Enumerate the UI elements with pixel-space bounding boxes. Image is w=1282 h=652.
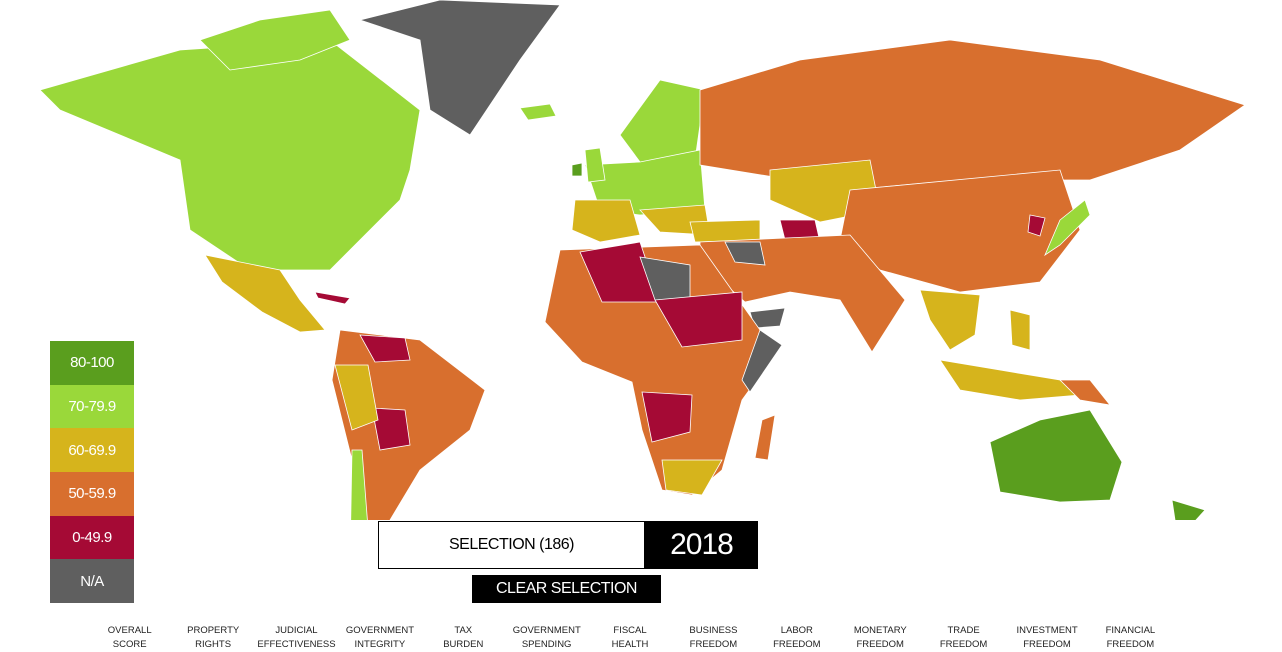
north-korea[interactable] [1027,214,1046,237]
legend: 80-100 70-79.9 60-69.9 50-59.9 0-49.9 N/A [50,341,134,604]
legend-item[interactable]: 60-69.9 [50,428,134,473]
sahel[interactable] [654,291,743,348]
menu-item[interactable]: TRADE FREEDOM [939,625,988,650]
legend-item[interactable]: 70-79.9 [50,384,134,429]
menu-item[interactable]: GOVERNMENT SPENDING [512,625,581,650]
menu-item[interactable]: TAX BURDEN [443,625,484,650]
world-map [39,0,1246,520]
menu-item[interactable]: OVERALL SCORE [107,625,152,650]
year-display[interactable]: 2018 [645,521,758,569]
scandinavia[interactable] [619,79,706,163]
central-america[interactable] [204,254,326,333]
menu-item[interactable]: PROPERTY RIGHTS [187,625,240,650]
southern-africa[interactable] [661,459,723,496]
selection-box[interactable]: SELECTION (186) [378,521,645,569]
southern-europe[interactable] [571,199,641,243]
iceland[interactable] [519,103,557,121]
menu-item[interactable]: FINANCIAL FREEDOM [1105,625,1156,650]
japan[interactable] [1044,199,1091,257]
cuba[interactable] [314,291,351,305]
menu-item[interactable]: MONETARY FREEDOM [853,625,907,650]
menu-item[interactable]: GOVERNMENT INTEGRITY [345,625,414,650]
bolivia[interactable] [371,407,411,451]
chile[interactable] [350,449,372,520]
menu-item[interactable]: INVESTMENT FREEDOM [1016,625,1078,650]
legend-item[interactable]: 0-49.9 [50,515,134,560]
southeast-asia[interactable] [919,289,981,351]
peru[interactable] [334,364,379,431]
legend-item[interactable]: N/A [50,559,134,604]
uk[interactable] [584,147,606,183]
papua[interactable] [1059,379,1111,406]
syria-iraq[interactable] [724,241,766,266]
greenland[interactable] [358,0,561,136]
menu-item[interactable]: BUSINESS FREEDOM [689,625,738,650]
australia[interactable] [989,409,1123,503]
arctic-islands[interactable] [199,9,351,71]
turkey[interactable] [689,219,761,243]
legend-item[interactable]: 50-59.9 [50,472,134,516]
indonesia[interactable] [939,359,1082,401]
menu-item[interactable]: FISCAL HEALTH [611,625,649,650]
new-zealand[interactable] [1171,499,1206,520]
menu-item[interactable]: JUDICIAL EFFECTIVENESS [257,625,336,650]
clear-selection-button[interactable]: CLEAR SELECTION [472,575,661,603]
ireland[interactable] [571,162,583,177]
somalia[interactable] [741,329,783,393]
indicator-menu: OVERALL SCORE PROPERTY RIGHTS JUDICIAL EFF… [88,624,1172,652]
venezuela[interactable] [359,334,411,363]
north-america[interactable] [39,39,421,271]
madagascar[interactable] [754,414,776,461]
philippines[interactable] [1009,309,1031,351]
menu-item[interactable]: LABOR FREEDOM [773,625,821,650]
congo[interactable] [641,391,693,443]
legend-item[interactable]: 80-100 [50,341,134,385]
russia[interactable] [699,39,1246,191]
